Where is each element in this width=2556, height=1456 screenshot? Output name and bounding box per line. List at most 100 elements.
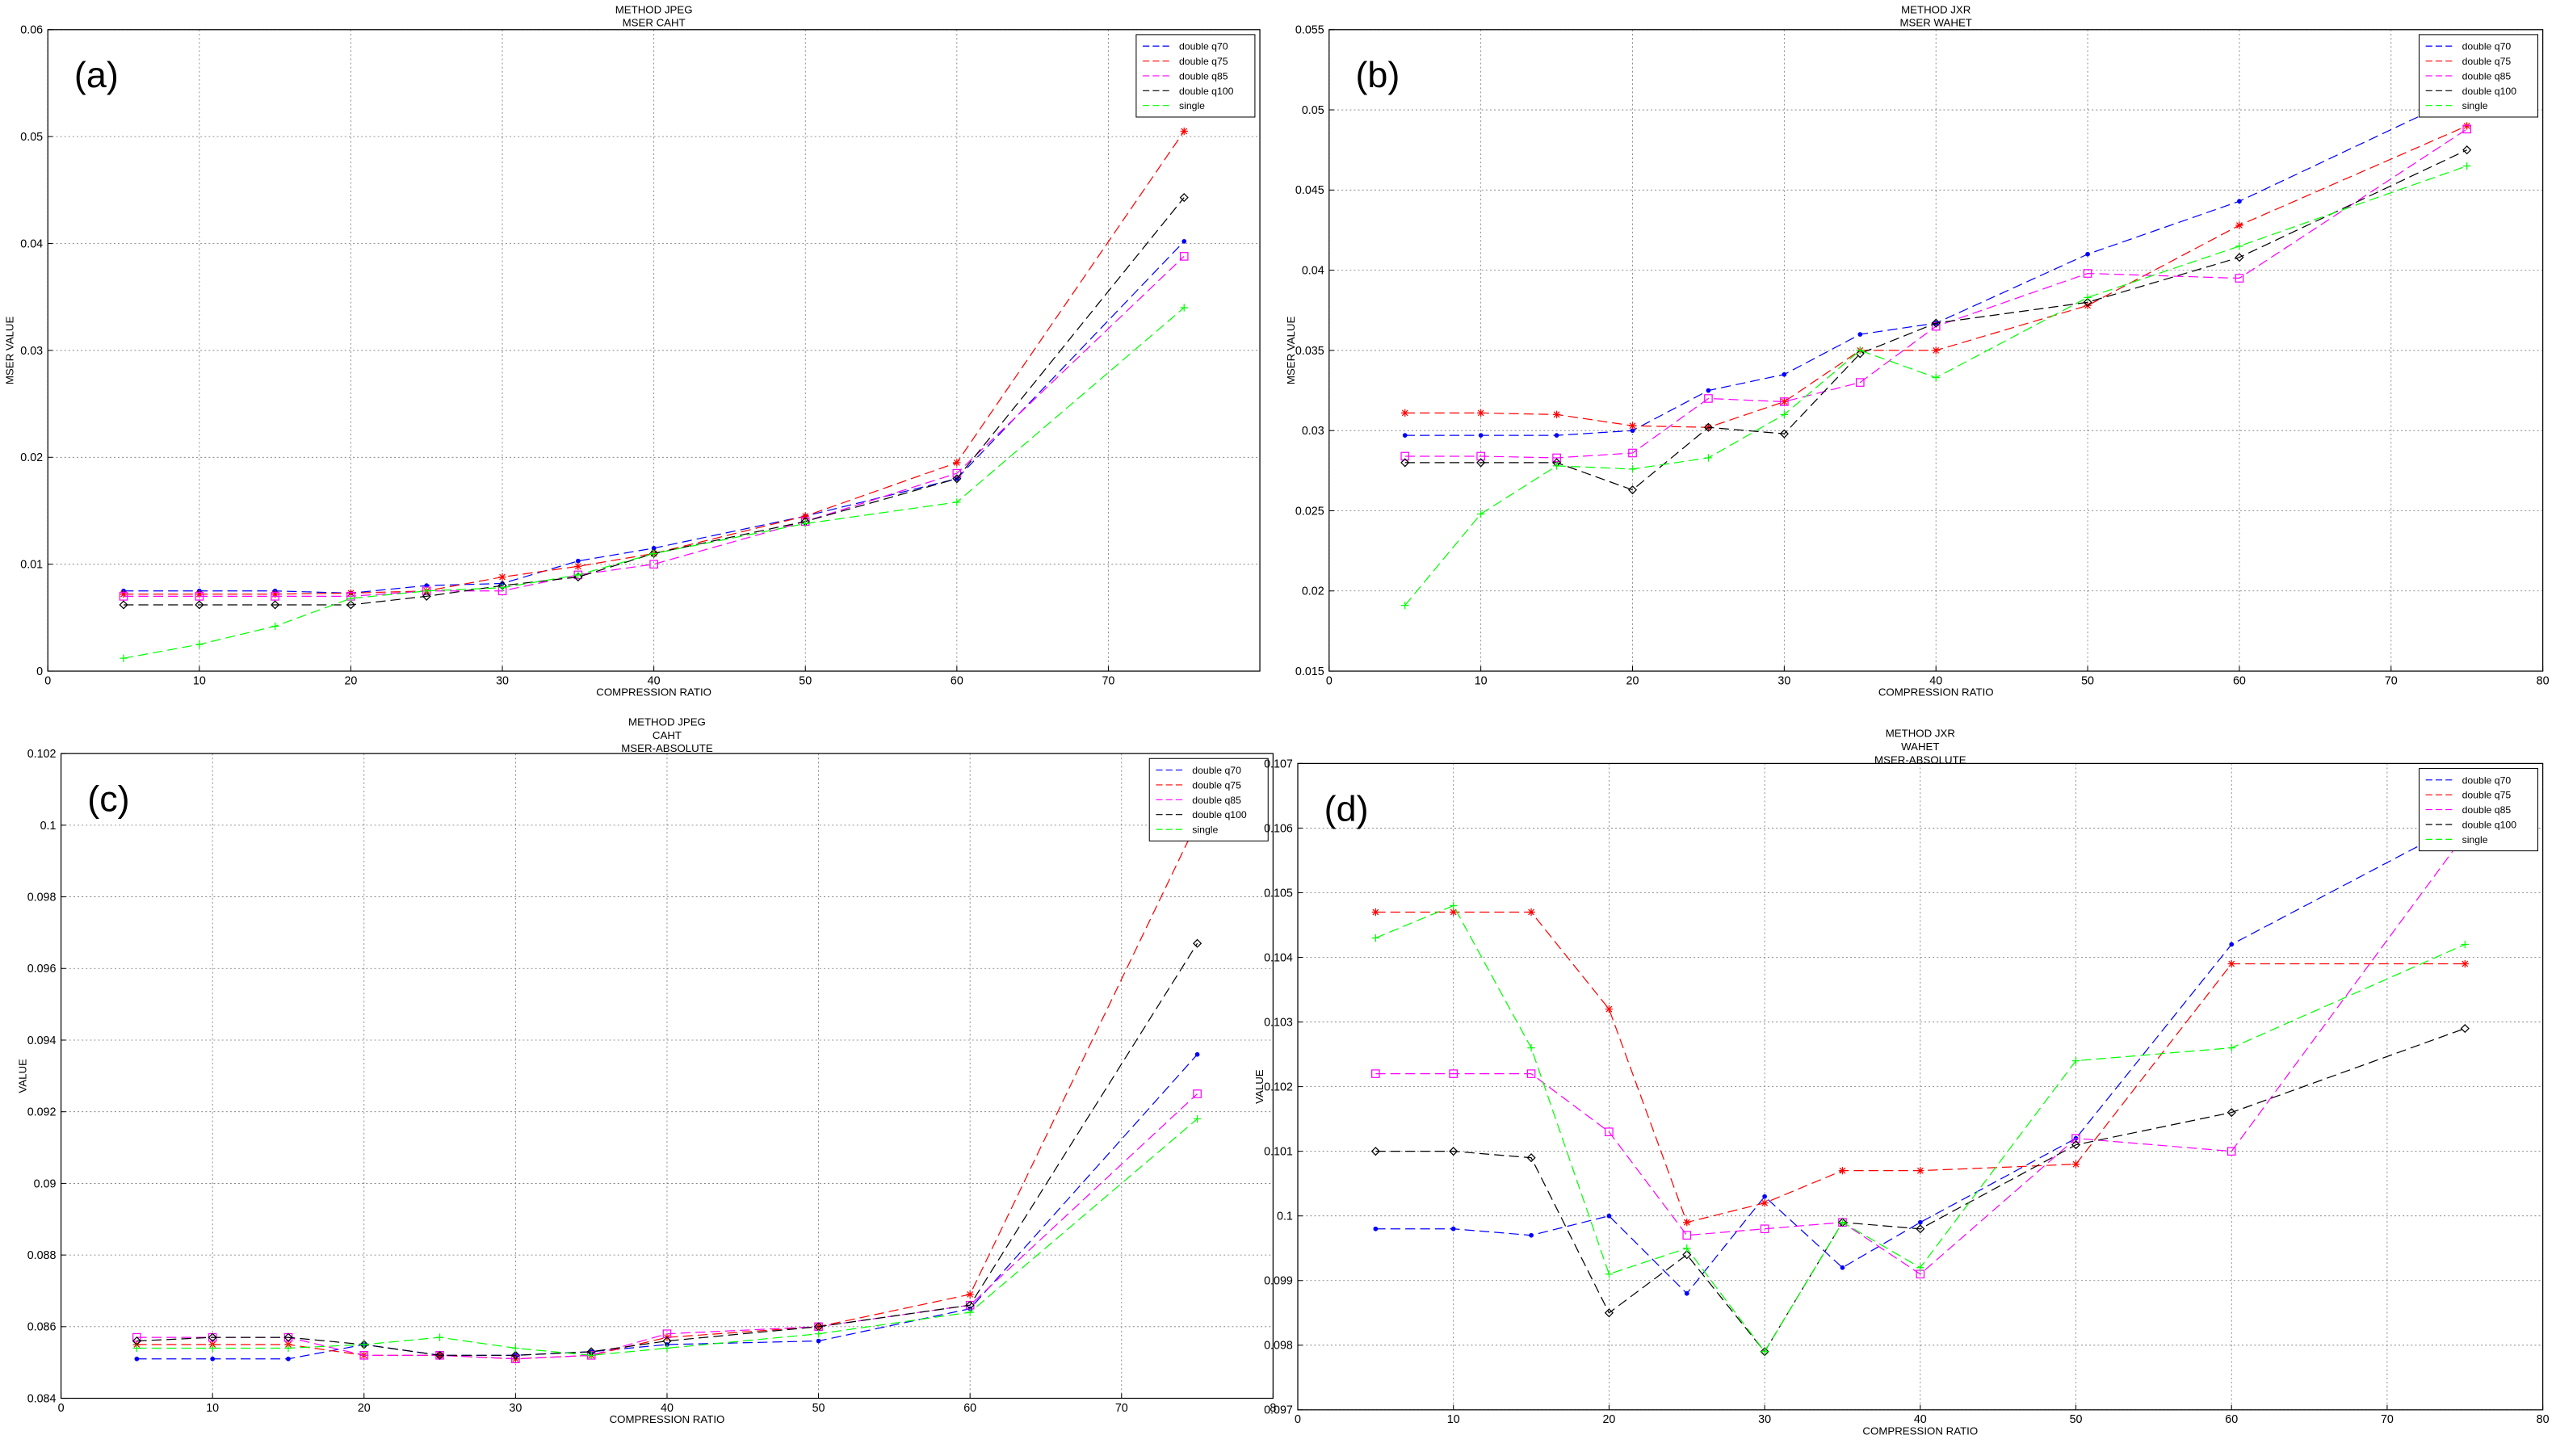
y-tick-label: 0.04 xyxy=(1302,265,1324,278)
marker xyxy=(2461,940,2469,949)
legend-label: double q85 xyxy=(1179,70,1228,82)
x-tick-label: 50 xyxy=(799,674,812,687)
marker xyxy=(2463,122,2471,130)
x-tick-label: 0 xyxy=(58,1402,65,1415)
y-tick-label: 0.097 xyxy=(1264,1404,1293,1417)
marker xyxy=(1526,1153,1536,1163)
legend-label: double q85 xyxy=(2462,70,2512,82)
marker xyxy=(1181,239,1187,244)
y-tick-label: 0.01 xyxy=(20,559,43,572)
legend-label: double q100 xyxy=(1179,86,1234,97)
marker xyxy=(1554,433,1559,438)
marker xyxy=(1931,321,1941,331)
y-axis-label: MSER VALUE xyxy=(1285,316,1297,384)
marker xyxy=(511,1344,520,1353)
x-tick-label: 40 xyxy=(661,1402,674,1415)
series-line xyxy=(1375,820,2466,1294)
marker xyxy=(422,591,431,601)
legend-label: single xyxy=(1179,100,1205,111)
marker xyxy=(953,498,961,506)
marker xyxy=(1526,1069,1536,1078)
marker xyxy=(966,1290,974,1299)
y-tick-label: 0.102 xyxy=(1264,1081,1293,1094)
marker xyxy=(1449,1147,1458,1156)
y-tick-label: 0.015 xyxy=(1295,665,1324,678)
y-tick-label: 0.04 xyxy=(20,237,43,250)
marker xyxy=(1193,938,1202,948)
marker xyxy=(801,512,809,520)
x-tick-label: 20 xyxy=(1626,674,1639,687)
marker xyxy=(2463,162,2471,170)
x-tick-label: 50 xyxy=(2081,674,2094,687)
marker xyxy=(2462,145,2472,155)
x-tick-label: 0 xyxy=(1326,674,1333,687)
chart-title: CAHT xyxy=(653,729,682,741)
x-tick-label: 60 xyxy=(951,674,963,687)
marker xyxy=(1855,349,1865,359)
panel: METHOD JPEG MSER CAHT 0 10 20 30 40 50 60 70 0 0.01… xyxy=(3,3,1261,699)
marker xyxy=(284,1344,292,1353)
marker xyxy=(1856,346,1864,355)
legend: double q70 double q75 double q85 double q10… xyxy=(2418,34,2539,118)
x-axis-label: COMPRESSION RATIO xyxy=(596,686,711,699)
y-tick-label: 0.025 xyxy=(1295,505,1324,518)
marker xyxy=(422,587,430,595)
marker xyxy=(271,600,280,610)
marker xyxy=(1682,1250,1692,1260)
legend-label: double q100 xyxy=(2462,86,2517,97)
marker xyxy=(1400,458,1410,468)
marker xyxy=(1450,908,1458,917)
marker xyxy=(574,571,582,579)
marker xyxy=(1628,465,1637,473)
x-tick-label: 30 xyxy=(509,1402,522,1415)
marker xyxy=(346,589,355,598)
y-tick-label: 0.098 xyxy=(27,891,57,904)
x-tick-label: 10 xyxy=(1475,674,1488,687)
marker xyxy=(952,474,962,484)
marker xyxy=(2460,1024,2470,1034)
marker xyxy=(814,1329,823,1338)
marker xyxy=(1527,1043,1535,1052)
x-tick-label: 10 xyxy=(206,1402,219,1415)
marker xyxy=(1855,378,1865,387)
x-axis-label: COMPRESSION RATIO xyxy=(610,1413,725,1425)
x-tick-label: 20 xyxy=(344,674,357,687)
legend: double q70 double q75 double q85 double q10… xyxy=(2418,768,2539,852)
y-tick-label: 0.045 xyxy=(1295,184,1324,197)
marker xyxy=(1628,448,1637,458)
marker xyxy=(1193,1089,1202,1098)
marker xyxy=(498,573,506,581)
marker xyxy=(2229,942,2235,947)
marker xyxy=(1762,1194,1767,1199)
legend-label: single xyxy=(1192,825,1218,836)
x-tick-label: 40 xyxy=(1929,674,1942,687)
marker xyxy=(1401,601,1409,610)
marker xyxy=(1682,1231,1692,1240)
y-tick-label: 0.03 xyxy=(1302,425,1324,438)
marker xyxy=(966,1308,974,1316)
series-line xyxy=(1404,125,2467,428)
marker xyxy=(1476,409,1485,417)
legend-label: double q70 xyxy=(2462,774,2512,786)
marker xyxy=(649,560,658,569)
marker xyxy=(2235,253,2244,262)
legend-label: double q75 xyxy=(2462,56,2512,67)
marker xyxy=(1371,1069,1380,1078)
marker xyxy=(1838,1219,1847,1227)
x-axis-label: COMPRESSION RATIO xyxy=(1862,1425,1978,1437)
panel-label: (c) xyxy=(87,778,129,820)
marker xyxy=(283,1332,293,1342)
marker xyxy=(510,1350,520,1360)
marker xyxy=(346,600,356,610)
marker xyxy=(1606,1213,1612,1219)
marker xyxy=(120,654,128,662)
series-line xyxy=(1375,904,2466,1353)
y-tick-label: 0.102 xyxy=(27,748,57,761)
marker xyxy=(1857,332,1863,337)
y-tick-label: 0.105 xyxy=(1264,887,1293,900)
marker xyxy=(1552,410,1561,419)
legend: double q70 double q75 double q85 double q10… xyxy=(1135,34,1256,118)
marker xyxy=(1194,1051,1200,1057)
marker xyxy=(2071,1160,2080,1169)
